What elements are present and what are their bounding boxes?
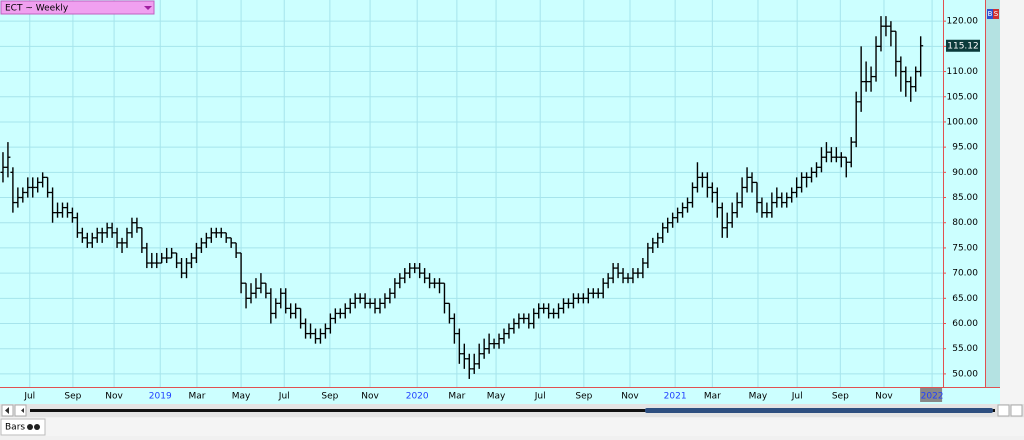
y-tick-label: 110.00 xyxy=(947,67,979,77)
x-tick-label: Nov xyxy=(361,392,379,402)
right-margin xyxy=(1000,0,1024,404)
sell-label: S xyxy=(994,10,999,18)
y-tick-label: 90.00 xyxy=(952,168,978,178)
x-tick-label: Sep xyxy=(64,392,81,402)
y-tick-label: 120.00 xyxy=(947,17,979,27)
y-tick-label: 55.00 xyxy=(952,344,978,354)
tab-icon xyxy=(34,424,40,430)
scroll-track xyxy=(30,409,995,412)
x-tick-label: 2022 xyxy=(921,392,944,402)
current-period-box xyxy=(920,388,943,402)
y-tick-label: 60.00 xyxy=(952,319,978,329)
y-tick-label: 100.00 xyxy=(947,117,979,127)
y-tick-label: 105.00 xyxy=(947,92,979,102)
last-price-box xyxy=(946,39,980,52)
x-tick-label: 2019 xyxy=(149,392,172,402)
tab-icon xyxy=(27,424,33,430)
x-tick-label: Jul xyxy=(534,392,546,402)
scroll-end[interactable] xyxy=(1010,404,1023,417)
plot-background xyxy=(0,0,1000,404)
x-tick-label: Nov xyxy=(621,392,639,402)
x-tick-label: 2020 xyxy=(406,392,429,402)
y-tick-label: 70.00 xyxy=(952,269,978,279)
x-tick-label: May xyxy=(487,392,506,402)
y-tick-label: 75.00 xyxy=(952,243,978,253)
x-tick-label: Mar xyxy=(188,392,205,402)
x-tick-label: 2021 xyxy=(664,392,687,402)
x-tick-label: Sep xyxy=(321,392,338,402)
scroll-icons xyxy=(5,407,24,414)
x-tick-label: Jul xyxy=(791,392,803,402)
last-price-label: 115.12 xyxy=(947,41,979,51)
y-tick-label: 85.00 xyxy=(952,193,978,203)
tab-label: Bars xyxy=(5,423,25,433)
x-tick-label: May xyxy=(232,392,251,402)
x-tick-label: Jul xyxy=(278,392,290,402)
x-tick-label: Mar xyxy=(448,392,465,402)
buy-button[interactable] xyxy=(987,9,993,19)
x-tick-label: Nov xyxy=(875,392,893,402)
bars xyxy=(0,16,924,379)
scroll-right[interactable] xyxy=(997,404,1010,417)
side-column xyxy=(986,0,1000,387)
sell-button[interactable] xyxy=(993,9,999,19)
x-tick-label: Sep xyxy=(832,392,849,402)
x-tick-label: Mar xyxy=(704,392,721,402)
y-tick-label: 80.00 xyxy=(952,218,978,228)
buy-label: B xyxy=(988,10,993,18)
y-tick-label: 65.00 xyxy=(952,294,978,304)
scroll-left[interactable] xyxy=(14,404,27,417)
x-tick-label: Jul xyxy=(23,392,35,402)
x-tick-label: Nov xyxy=(105,392,123,402)
dropdown-arrow xyxy=(144,6,152,10)
x-tick-label: Sep xyxy=(575,392,592,402)
tab[interactable] xyxy=(0,418,46,436)
y-tick-label: 95.00 xyxy=(952,143,978,153)
tab-bar xyxy=(0,418,1024,436)
symbol-dropdown[interactable] xyxy=(0,0,155,15)
symbol-text: ECT ~ Weekly xyxy=(5,4,69,14)
scroll-thumb[interactable] xyxy=(645,408,993,413)
y-tick-label: 50.00 xyxy=(952,369,978,379)
x-tick-label: May xyxy=(749,392,768,402)
